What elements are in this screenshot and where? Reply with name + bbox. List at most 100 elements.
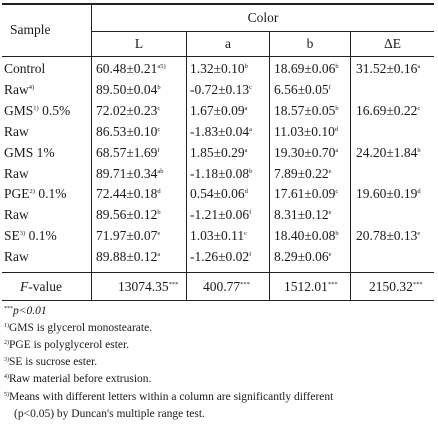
row-value-sup: c	[335, 188, 339, 195]
row-value-b: 6.56±0.05f	[274, 82, 331, 98]
row-value-L: 72.02±0.23c	[96, 103, 160, 119]
fvalue-dE-text: 2150.32	[369, 279, 413, 294]
col-sep-2	[186, 32, 187, 300]
row-sample-text: GMS 1%	[4, 145, 55, 160]
footnote: 2)PGE is polyglycerol ester.	[4, 338, 129, 352]
fvalue-dE: 2150.32***	[369, 279, 423, 295]
row-value-a: -1.26±0.02f	[190, 249, 251, 265]
footnote-sup: 3)	[4, 357, 9, 363]
row-value-sup: c	[249, 84, 253, 91]
row-sample-label: GMS1) 0.5%	[4, 103, 70, 119]
row-value-L: 68.57±1.69f	[96, 145, 160, 161]
row-sample-label: Raw	[4, 249, 29, 265]
row-value-sup: b	[335, 230, 339, 237]
row-sample-text: SE	[4, 228, 20, 243]
row-value-sup: ab	[157, 168, 164, 175]
row-value-text: 8.29±0.06	[274, 249, 329, 264]
row-value-sup: d	[157, 188, 161, 195]
row-value-sup: b	[335, 63, 339, 70]
row-value-text: 1.67±0.09	[190, 103, 245, 118]
footnote-text: GMS is glycerol monostearate.	[9, 322, 153, 334]
row-value-text: 18.57±0.05	[274, 103, 336, 118]
row-sample-label: Raw	[4, 207, 29, 223]
row-value-b: 11.03±0.10d	[274, 124, 338, 140]
row-value-b: 8.29±0.06e	[274, 249, 332, 265]
row-value-sup: f	[157, 147, 160, 154]
footnote-sup: 4)	[4, 374, 9, 380]
row-value-sup: e	[328, 168, 332, 175]
row-sample-sup: 3)	[19, 230, 26, 237]
footnote: (p<0.05) by Duncan's multiple range test…	[14, 407, 205, 421]
row-sample-text: GMS	[4, 103, 34, 118]
header-col-L: L	[134, 36, 144, 51]
row-value-text: 24.20±1.84	[356, 145, 418, 160]
row-value-b: 17.61±0.09c	[274, 186, 338, 202]
row-sample-text: Raw	[4, 124, 29, 139]
row-value-text: 19.60±0.19	[356, 186, 418, 201]
fvalue-label-rest: -value	[28, 279, 62, 294]
row-value-sup: d	[244, 188, 248, 195]
row-value-sup: a	[417, 63, 421, 70]
row-value-text: 89.50±0.04	[96, 82, 158, 97]
row-value-dE: 16.69±0.22c	[356, 103, 420, 119]
row-sample-label: SE3) 0.1%	[4, 228, 57, 244]
row-sample-suffix: 0.1%	[34, 186, 67, 201]
row-value-sup: a	[335, 147, 339, 154]
row-value-dE: 20.78±0.13e	[356, 228, 420, 244]
row-value-L: 89.88±0.12a	[96, 249, 160, 265]
row-value-a: -1.18±0.08b	[190, 166, 252, 182]
row-value-sup: b	[335, 105, 339, 112]
row-value-sup: c	[417, 105, 421, 112]
footnote-sup: 2)	[4, 340, 9, 346]
footnote-text: SE is sucrose ester.	[9, 356, 98, 368]
row-value-text: 7.89±0.22	[274, 166, 329, 181]
fvalue-label: F-value	[20, 279, 62, 295]
row-value-a: 1.03±0.11c	[190, 228, 247, 244]
row-sample-text: Control	[4, 61, 46, 76]
row-sample-label: Control	[4, 61, 45, 77]
row-sample-text: Raw	[4, 207, 29, 222]
row-value-sup: a	[244, 147, 248, 154]
row-sample-sup: 2)	[29, 188, 35, 195]
fvalue-label-italic: F	[20, 279, 29, 294]
row-sample-sup: 1)	[33, 105, 39, 112]
row-value-a: -1.83±0.04a	[190, 124, 252, 140]
row-value-sup: e	[328, 209, 332, 216]
row-value-text: 8.31±0.12	[274, 207, 329, 222]
row-value-text: 18.69±0.06	[274, 61, 336, 76]
row-value-text: 11.03±0.10	[274, 124, 335, 139]
row-sample-label: Raw4)	[4, 82, 34, 98]
row-value-a: -1.21±0.06f	[190, 207, 251, 223]
body-bottom-rule	[2, 272, 434, 273]
row-value-sup: c	[244, 230, 248, 237]
fvalue-b-sup: ***	[327, 281, 338, 288]
row-sample-label: GMS 1%	[4, 145, 55, 161]
row-value-a: 1.32±0.10b	[190, 61, 248, 77]
row-value-sup: f	[249, 251, 252, 258]
header-col-dE: ΔE	[384, 36, 401, 51]
row-value-sup: b	[249, 168, 253, 175]
row-value-text: 72.44±0.18	[96, 186, 158, 201]
row-sample-suffix: 0.1%	[25, 228, 57, 243]
row-value-b: 19.30±0.70a	[274, 145, 338, 161]
row-value-sup: b	[157, 84, 161, 91]
row-value-sup: c	[157, 126, 161, 133]
row-value-sup: a	[157, 251, 161, 258]
top-rule	[2, 3, 434, 5]
row-value-text: 89.88±0.12	[96, 249, 158, 264]
row-value-L: 60.48±0.21a5)	[96, 61, 166, 77]
fvalue-bottom-rule	[2, 300, 434, 301]
row-value-text: 71.97±0.07	[96, 228, 158, 243]
row-value-text: 20.78±0.13	[356, 228, 418, 243]
row-value-dE: 24.20±1.84b	[356, 145, 421, 161]
row-value-text: -1.26±0.02	[190, 249, 250, 264]
footnote: 4)Raw material before extrusion.	[4, 372, 151, 386]
row-value-b: 8.31±0.12e	[274, 207, 332, 223]
row-value-text: -1.21±0.06	[190, 207, 250, 222]
footnote-sup: 5)	[4, 392, 9, 398]
row-value-text: 19.30±0.70	[274, 145, 336, 160]
header-col-b: b	[306, 36, 314, 51]
row-value-text: 31.52±0.16	[356, 61, 418, 76]
row-value-sup: e	[417, 230, 421, 237]
